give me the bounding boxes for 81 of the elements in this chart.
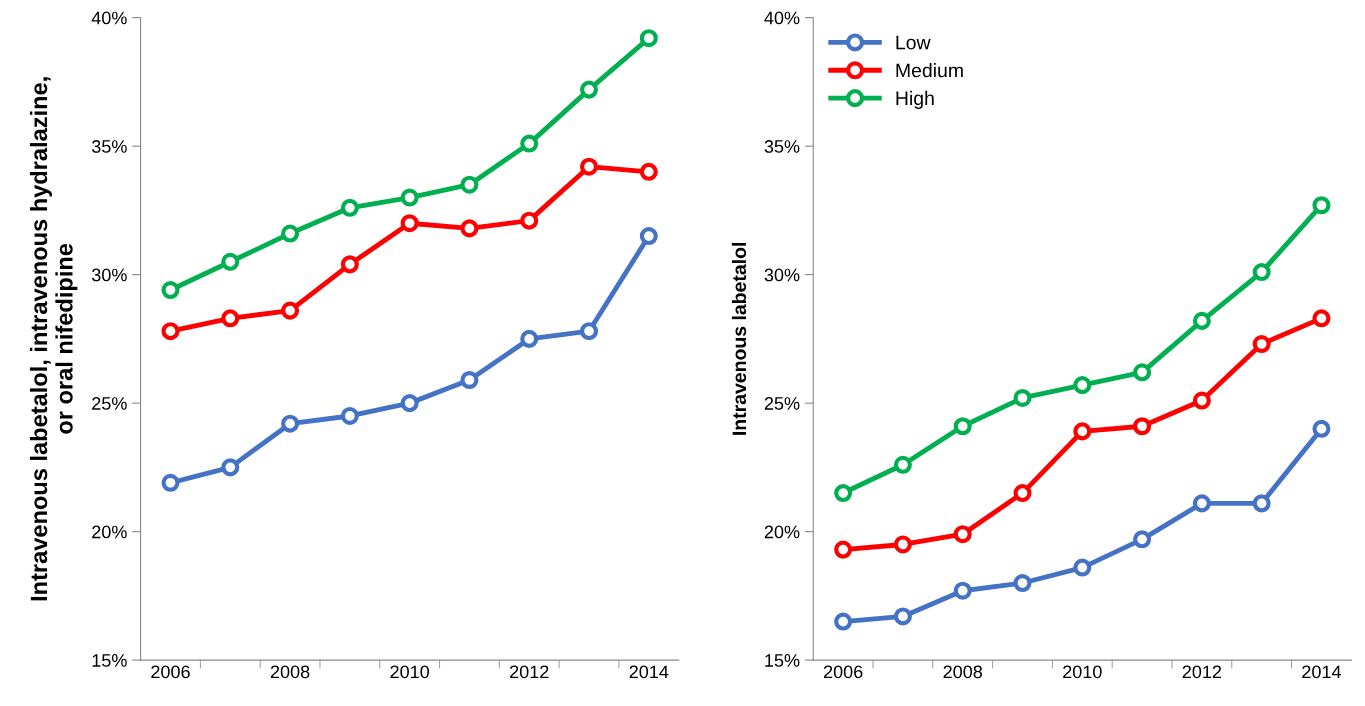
- y-tick-label: 30%: [764, 268, 800, 282]
- x-tick-label: 2006: [823, 665, 863, 679]
- point: [1312, 196, 1331, 215]
- y-tick-label: 35%: [91, 140, 127, 153]
- point: [340, 406, 359, 426]
- point: [1013, 484, 1032, 503]
- point: [221, 252, 240, 271]
- y-tick-label: 20%: [92, 525, 127, 539]
- point: [1073, 558, 1092, 577]
- point: [161, 473, 180, 492]
- y-tick-label: 30%: [91, 268, 127, 282]
- point: [953, 525, 972, 544]
- point: [1252, 494, 1271, 513]
- point: [400, 214, 419, 233]
- point: [893, 455, 912, 474]
- point: [1192, 494, 1211, 513]
- x-tick-label: 2008: [943, 665, 983, 679]
- point: [1133, 530, 1152, 549]
- point: [1073, 376, 1092, 395]
- point: [281, 224, 300, 243]
- y-axis-title: Intravenous labetalol: [731, 243, 747, 435]
- point: [1013, 388, 1032, 408]
- point: [953, 581, 972, 600]
- y-tick-label: 40%: [91, 11, 127, 25]
- y-tick-label: 25%: [764, 397, 800, 410]
- point: [161, 281, 180, 300]
- point: [281, 301, 300, 320]
- y-tick-label: 25%: [92, 397, 127, 410]
- point: [834, 540, 853, 559]
- legend-label: High: [896, 90, 934, 109]
- point: [579, 80, 599, 99]
- point: [1013, 573, 1032, 593]
- y-axis-title: Intravenous labetalol, intravenous hydralazine, or oral nifedipine: [29, 77, 78, 601]
- x-tick-label: 2010: [1063, 665, 1102, 679]
- y-tick-label: 40%: [764, 11, 800, 25]
- x-tick-label: 2006: [151, 665, 190, 679]
- point: [1312, 419, 1331, 438]
- point: [639, 227, 658, 246]
- point: [520, 211, 539, 230]
- point: [520, 329, 539, 348]
- point: [893, 535, 912, 554]
- point: [340, 198, 359, 217]
- point: [281, 414, 300, 433]
- x-tick-label: 2014: [1302, 665, 1342, 679]
- y-tick-label: 15%: [92, 654, 127, 667]
- point: [460, 175, 479, 194]
- point: [1192, 311, 1211, 330]
- point: [161, 322, 180, 341]
- y-tick-label: 15%: [765, 654, 800, 667]
- point: [221, 458, 240, 477]
- point: [639, 162, 658, 181]
- y-tick-label: 35%: [764, 140, 800, 153]
- point: [1192, 391, 1211, 410]
- point: [579, 157, 599, 176]
- point: [893, 607, 912, 626]
- legend-label: Low: [896, 35, 931, 50]
- point: [460, 370, 479, 390]
- point: [400, 394, 419, 413]
- point: [834, 612, 853, 631]
- point: [460, 219, 479, 238]
- point: [834, 484, 853, 503]
- x-tick-label: 2012: [1182, 665, 1222, 679]
- point: [1252, 263, 1271, 282]
- y-tick-label: 20%: [764, 525, 800, 539]
- point: [1073, 422, 1092, 441]
- x-tick-label: 2008: [270, 665, 310, 679]
- legend-label: Medium: [896, 63, 963, 78]
- point: [1252, 334, 1271, 354]
- x-tick-label: 2010: [390, 665, 430, 679]
- point: [1133, 363, 1152, 382]
- point: [340, 255, 359, 274]
- x-tick-label: 2012: [510, 665, 549, 679]
- point: [221, 309, 240, 328]
- point: [639, 29, 658, 48]
- point: [953, 417, 972, 436]
- point: [1133, 417, 1152, 436]
- point: [579, 322, 599, 341]
- point: [520, 134, 539, 153]
- point: [400, 188, 419, 207]
- x-tick-label: 2014: [629, 665, 669, 679]
- point: [1312, 309, 1331, 328]
